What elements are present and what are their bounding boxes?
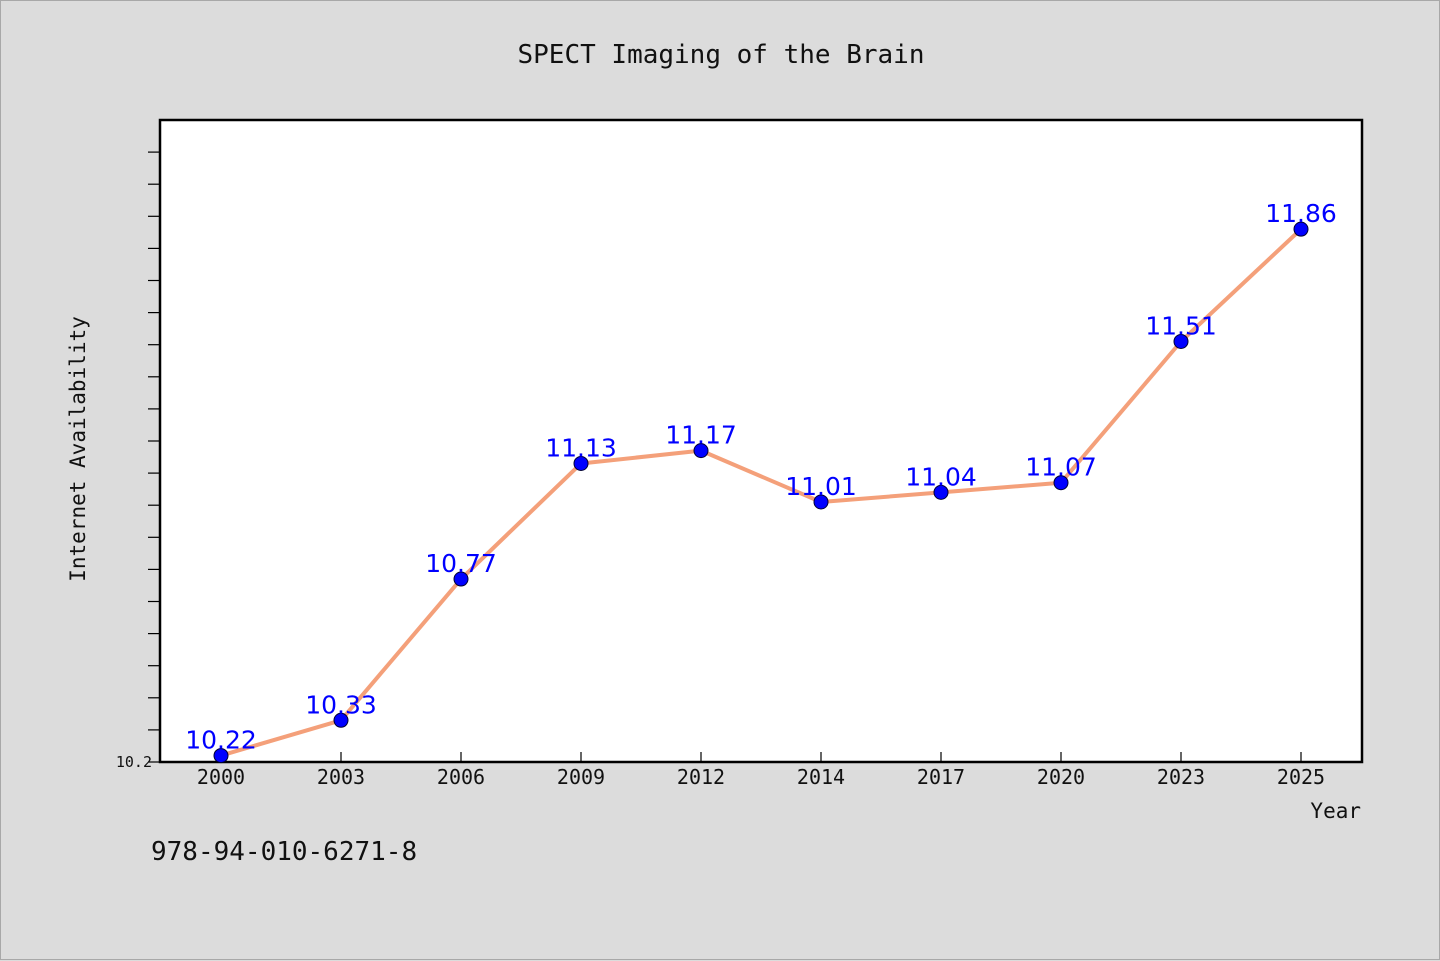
data-point: [1293, 221, 1309, 237]
data-point: [213, 748, 229, 764]
x-tick-label: 2020: [1037, 765, 1085, 789]
data-point: [1053, 475, 1069, 491]
x-tick-label: 2000: [197, 765, 245, 789]
data-point: [453, 571, 469, 587]
chart-title: SPECT Imaging of the Brain: [518, 40, 925, 70]
y-tick-label: 10.2: [116, 753, 152, 771]
data-label: 11.17: [665, 421, 737, 450]
data-point: [693, 443, 709, 459]
y-axis-ticks: 10.2: [116, 151, 160, 771]
data-label: 10.22: [185, 726, 257, 755]
x-axis-label: Year: [1310, 799, 1361, 823]
data-point: [933, 484, 949, 500]
data-point: [333, 712, 349, 728]
data-point: [573, 455, 589, 471]
data-point: [1173, 333, 1189, 349]
x-tick-label: 2017: [917, 765, 965, 789]
x-tick-label: 2009: [557, 765, 605, 789]
series-markers: [213, 221, 1309, 764]
data-label: 11.13: [545, 433, 617, 462]
x-axis-ticks: 2000 2003 2006 2009 2012 2014 2017 2020 2023 2025: [197, 752, 1325, 789]
x-tick-label: 2014: [797, 765, 845, 789]
data-labels: 10.22 10.33 10.77 11.13 11.17 11.01 11.04 11.07…: [185, 199, 1337, 754]
data-label: 10.33: [305, 690, 377, 719]
data-label: 10.77: [425, 549, 497, 578]
data-label: 11.07: [1025, 453, 1097, 482]
isbn-code: 978-94-010-6271-8: [151, 837, 418, 867]
x-tick-label: 2025: [1277, 765, 1325, 789]
data-label: 11.51: [1145, 311, 1217, 340]
series-line-path: [219, 227, 1303, 758]
x-tick-label: 2003: [317, 765, 365, 789]
data-label: 11.01: [785, 472, 857, 501]
y-axis-label: Internet Availability: [66, 316, 90, 582]
data-point: [813, 494, 829, 510]
series-line: [219, 227, 1303, 758]
x-tick-label: 2012: [677, 765, 725, 789]
x-tick-label: 2006: [437, 765, 485, 789]
data-label: 11.04: [905, 462, 977, 491]
plot-area: [158, 118, 1364, 764]
data-label: 11.86: [1265, 199, 1337, 228]
x-tick-label: 2023: [1157, 765, 1205, 789]
